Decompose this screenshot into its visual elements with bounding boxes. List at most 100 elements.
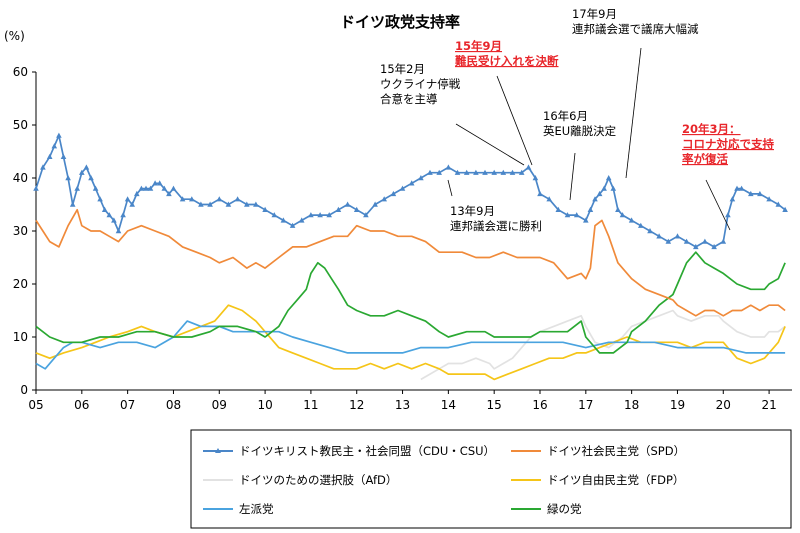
legend-label-1: ドイツ社会民主党（SPD） xyxy=(547,444,685,458)
x-tick-label: 08 xyxy=(166,398,181,412)
cdu-point-marker xyxy=(106,212,113,218)
cdu-point-marker xyxy=(234,196,241,202)
cdu-point-marker xyxy=(179,196,186,202)
legend-label-4: 左派党 xyxy=(239,502,274,516)
cdu-point-marker xyxy=(189,196,195,202)
annotation-text: コロナ対応で支持 xyxy=(682,137,774,151)
cdu-point-marker xyxy=(734,185,740,191)
cdu-point-marker xyxy=(711,243,717,250)
cdu-point-marker xyxy=(92,185,99,191)
cdu-point-marker xyxy=(170,185,177,191)
legend-label-5: 緑の党 xyxy=(547,502,582,516)
cdu-point-marker xyxy=(56,132,62,138)
cdu-point-marker xyxy=(532,175,539,181)
cdu-point-marker xyxy=(198,201,204,207)
cdu-point-marker xyxy=(280,217,287,223)
x-tick-label: 18 xyxy=(624,398,639,412)
cdu-point-marker xyxy=(143,185,149,191)
cdu-point-marker xyxy=(97,196,103,202)
legend-label-2: ドイツのための選択肢（AfD） xyxy=(239,473,397,487)
cdu-point-marker xyxy=(592,196,598,202)
cdu-point-marker xyxy=(725,212,731,218)
y-tick-label: 20 xyxy=(13,277,28,291)
cdu-point-marker xyxy=(605,175,612,181)
cdu-point-marker xyxy=(674,233,681,239)
cdu-point-marker xyxy=(344,201,351,207)
x-tick-label: 11 xyxy=(303,398,318,412)
cdu-point-marker xyxy=(601,185,607,191)
cdu-point-marker xyxy=(454,169,461,175)
x-tick-label: 10 xyxy=(257,398,272,412)
x-tick-label: 13 xyxy=(395,398,410,412)
cdu-point-marker xyxy=(693,243,699,250)
cdu-point-marker xyxy=(147,185,154,191)
cdu-point-marker xyxy=(372,201,378,207)
cdu-point-marker xyxy=(656,233,662,239)
cdu-point-marker xyxy=(363,212,369,218)
cdu-point-marker xyxy=(33,185,39,191)
cdu-point-marker xyxy=(40,164,46,170)
cdu-point-marker xyxy=(225,201,232,207)
annotation-text: ウクライナ停戦 xyxy=(380,77,461,91)
legend-marker-icon xyxy=(215,448,221,453)
x-tick-label: 17 xyxy=(578,398,593,412)
annotation-text: 率が復活 xyxy=(682,152,728,166)
cdu-point-marker xyxy=(587,206,594,212)
cdu-point-marker xyxy=(509,169,516,175)
cdu-point-marker xyxy=(418,175,424,181)
annotation-leader-line xyxy=(569,152,576,201)
cdu-point-marker xyxy=(738,185,745,191)
cdu-point-marker xyxy=(720,238,727,244)
cdu-point-marker xyxy=(500,169,507,175)
annotation-leader-line xyxy=(455,123,525,166)
cdu-point-marker xyxy=(271,212,278,218)
cdu-point-marker xyxy=(353,206,360,212)
x-tick-label: 16 xyxy=(532,398,547,412)
annotation-leader-line xyxy=(447,179,453,197)
cdu-point-marker xyxy=(491,169,497,175)
cdu-point-marker xyxy=(546,196,552,202)
cdu-point-marker xyxy=(782,206,788,212)
y-tick-label: 0 xyxy=(20,383,28,397)
cdu-point-marker xyxy=(436,169,442,175)
legend-label-0: ドイツキリスト教民主・社会同盟（CDU・CSU） xyxy=(239,444,495,458)
legend-box xyxy=(190,429,792,529)
y-tick-label: 30 xyxy=(13,224,28,238)
cdu-point-marker xyxy=(289,222,296,228)
chart-title: ドイツ政党支持率 xyxy=(340,13,460,31)
cdu-point-marker xyxy=(262,206,268,212)
y-axis-unit-label: (%) xyxy=(4,29,25,43)
legend-label-3: ドイツ自由民主党（FDP） xyxy=(547,473,684,487)
annotation-leader-line xyxy=(625,47,642,179)
x-tick-label: 15 xyxy=(487,398,502,412)
x-tick-label: 12 xyxy=(349,398,364,412)
cdu-point-marker xyxy=(120,212,126,218)
cdu-point-marker xyxy=(308,212,314,218)
cdu-point-marker xyxy=(60,153,67,159)
cdu-point-marker xyxy=(399,185,406,191)
cdu-point-marker xyxy=(152,180,158,186)
series-line-0 xyxy=(35,134,786,248)
annotation-text: 17年9月 xyxy=(572,7,617,21)
cdu-point-marker xyxy=(207,201,213,207)
annotation-text: 16年6月 xyxy=(543,109,588,123)
annotation-text: 連邦議会選に勝利 xyxy=(450,219,542,233)
annotation-text: 難民受け入れを決断 xyxy=(455,54,559,68)
cdu-point-marker xyxy=(74,185,80,191)
cdu-point-marker xyxy=(317,212,323,218)
cdu-point-marker xyxy=(115,228,122,234)
x-tick-label: 09 xyxy=(212,398,227,412)
y-tick-label: 10 xyxy=(13,330,28,344)
cdu-point-marker xyxy=(628,217,635,223)
y-tick-label: 60 xyxy=(13,65,28,79)
cdu-point-marker xyxy=(729,196,736,202)
annotation-text: 15年2月 xyxy=(380,62,425,76)
annotation-text: 連邦議会選で議席大幅減 xyxy=(572,22,699,36)
cdu-point-marker xyxy=(525,164,532,170)
x-tick-label: 20 xyxy=(716,398,731,412)
cdu-point-marker xyxy=(161,185,168,191)
y-tick-label: 40 xyxy=(13,171,28,185)
